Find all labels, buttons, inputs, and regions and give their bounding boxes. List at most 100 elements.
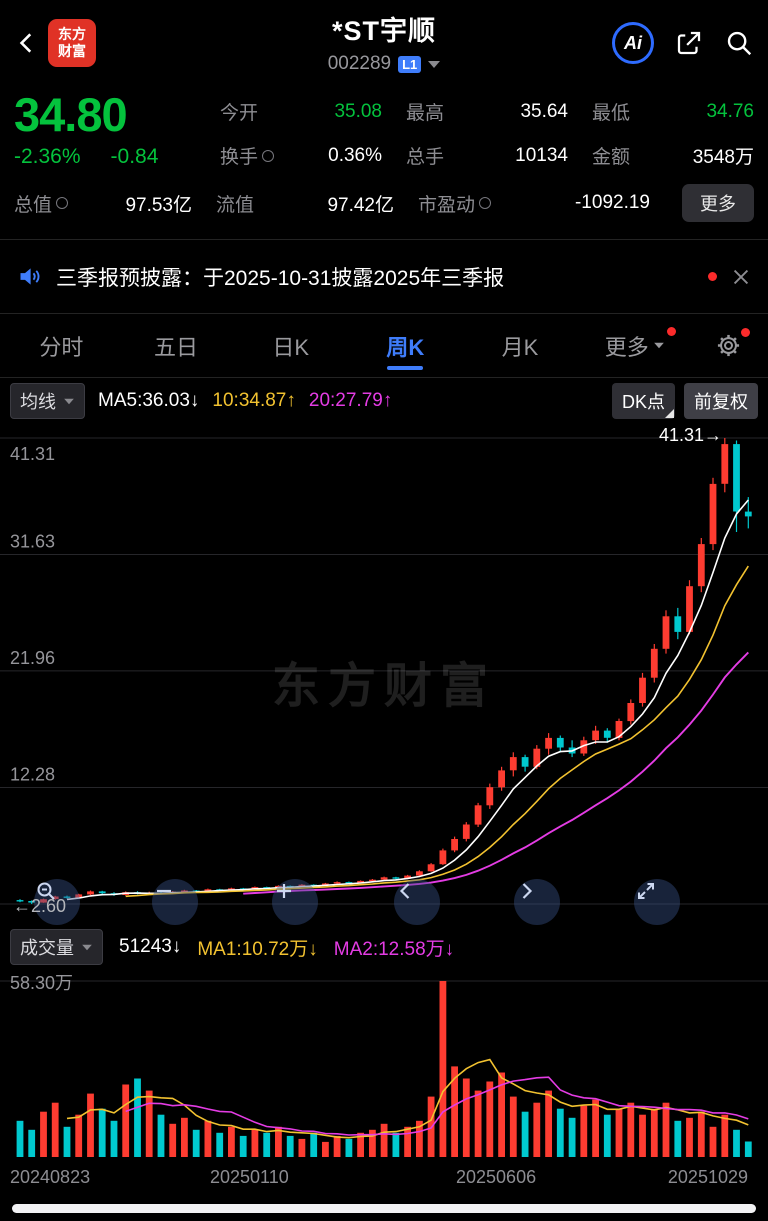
volume-chart-area[interactable]: 58.30万 (0, 965, 768, 1165)
chevron-right-icon (522, 883, 533, 899)
expand-icon (638, 883, 654, 899)
chevron-left-icon (19, 33, 32, 53)
volume-header: 成交量 51243↓ MA1:10.72万↓ MA2:12.58万↓ (0, 929, 768, 965)
notification-dot (667, 327, 677, 336)
stock-title: *ST宇顺 (331, 16, 436, 46)
fullscreen-button[interactable] (634, 879, 680, 925)
quote-field-turnover: 换手 0.36% (220, 144, 382, 169)
svg-text:31.63: 31.63 (10, 532, 55, 552)
quote-field-amount: 金额 3548万 (592, 147, 754, 168)
info-icon[interactable] (56, 197, 69, 209)
gear-icon (717, 334, 739, 357)
speaker-icon (20, 268, 40, 285)
adjust-mode-button[interactable]: 前复权 (684, 383, 758, 419)
low-price-marker: ←2.60 (13, 896, 67, 916)
quote-grid: 今开 35.08 最高 35.64 最低 34.76 换手 0.36% 总手 (210, 88, 754, 169)
pan-right-button[interactable] (514, 879, 560, 925)
info-icon[interactable] (479, 197, 492, 209)
close-button[interactable] (730, 266, 752, 288)
volume-ma1: MA1:10.72万↓ (197, 938, 318, 960)
news-bar[interactable]: 三季报预披露：于2025-10-31披露2025年三季报 (0, 240, 768, 314)
quote-field-floatcap: 流值 97.42亿 (216, 194, 394, 216)
zoom-out-button[interactable] (34, 879, 80, 925)
quote-panel: 34.80 -2.36% -0.84 今开 35.08 最高 35.64 最低 … (0, 86, 768, 240)
tab-minute[interactable]: 分时 (39, 334, 84, 360)
tab-monthly-k[interactable]: 月K (501, 334, 539, 360)
level-badge: L1 (398, 55, 422, 73)
period-tabs: 分时 五日 日K 周K 月K 更多 (0, 314, 768, 378)
current-price: 34.80 (14, 88, 128, 141)
volume-current: 51243↓ (119, 936, 182, 957)
chart-settings-button[interactable] (692, 314, 764, 377)
chevron-down-icon (653, 342, 664, 349)
share-button[interactable] (674, 28, 704, 58)
x-label: 20250606 (456, 1167, 537, 1187)
minus-icon (157, 889, 171, 893)
search-button[interactable] (724, 28, 754, 58)
stock-code-row[interactable]: 002289 L1 (224, 53, 544, 75)
app-logo[interactable]: 东方 财富 (48, 19, 96, 67)
shrink-button[interactable] (152, 879, 198, 925)
pan-left-button[interactable] (394, 879, 440, 925)
more-button[interactable]: 更多 (682, 184, 754, 222)
info-icon[interactable] (262, 149, 275, 162)
svg-text:12.28: 12.28 (10, 765, 55, 785)
svg-text:21.96: 21.96 (10, 648, 55, 668)
header-actions: Ai (612, 22, 754, 64)
quote-field-pe: 市盈动 -1092.19 (418, 192, 650, 216)
quote-row-extra: 总值 97.53亿 流值 97.42亿 市盈动 -1092.19 更多 (14, 184, 754, 222)
ma20-value: 20:27.79↑ (308, 390, 393, 411)
chevron-down-icon (428, 60, 441, 68)
tab-5day[interactable]: 五日 (154, 334, 199, 360)
chevron-down-icon (82, 944, 92, 950)
notification-dot (741, 328, 751, 337)
header: 东方 财富 *ST宇顺 002289 L1 Ai (0, 0, 768, 86)
bottom-bar (0, 1195, 768, 1221)
ma5-value: MA5:36.03↓ (98, 390, 200, 411)
svg-text:41.31: 41.31 (10, 444, 55, 464)
quote-field-open: 今开 35.08 (220, 100, 382, 125)
dk-point-button[interactable]: DK点 (611, 383, 675, 419)
price-block: 34.80 -2.36% -0.84 (14, 88, 210, 169)
volume-chart[interactable] (0, 965, 768, 1165)
home-indicator[interactable] (12, 1203, 756, 1213)
title-block: *ST宇顺 002289 L1 (224, 9, 544, 75)
high-price-marker: 41.31→ (658, 425, 722, 445)
chevron-left-icon (399, 883, 410, 899)
chevron-down-icon (64, 398, 74, 404)
x-label: 20251029 (667, 1167, 748, 1187)
tab-daily-k[interactable]: 日K (272, 334, 310, 360)
logo-line2: 财富 (58, 43, 86, 59)
change-amount: -0.84 (110, 145, 159, 168)
ma10-value: 10:34.87↑ (212, 390, 296, 411)
kline-chart[interactable]: 41.31 31.63 21.96 12.28 (0, 424, 768, 929)
x-label: 20240823 (10, 1167, 91, 1187)
ai-assistant-button[interactable]: Ai (612, 22, 654, 64)
magnifier-minus-icon (37, 882, 55, 900)
kline-chart-area[interactable]: 41.31 31.63 21.96 12.28 东方财富 41.31→ ←2.60 (0, 424, 768, 929)
change-percent: -2.36% (14, 145, 81, 168)
ma-selector[interactable]: 均线 (10, 383, 85, 419)
watermark: 东方财富 (271, 660, 497, 714)
back-button[interactable] (14, 23, 44, 63)
logo-line1: 东方 (58, 26, 86, 42)
close-icon (733, 269, 749, 284)
plus-icon (277, 884, 291, 898)
tab-more[interactable]: 更多 (577, 314, 692, 377)
volume-selector[interactable]: 成交量 (10, 929, 103, 965)
volume-max-label: 58.30万 (10, 973, 74, 993)
quote-field-volume: 总手 10134 (406, 144, 568, 169)
enlarge-button[interactable] (272, 879, 318, 925)
x-axis-labels: 20240823 20250110 20250606 20251029 (0, 1165, 768, 1195)
volume-ma2: MA2:12.58万↓ (333, 938, 455, 960)
ai-label: Ai (624, 32, 642, 53)
stock-code: 002289 (327, 53, 392, 74)
quote-field-high: 最高 35.64 (406, 100, 568, 125)
search-icon (727, 31, 752, 56)
quote-field-marketcap: 总值 97.53亿 (14, 194, 192, 216)
indicator-bar: 均线 MA5:36.03↓ 10:34.87↑ 20:27.79↑ DK点 前复… (0, 378, 768, 424)
quote-field-low: 最低 34.76 (592, 100, 754, 125)
share-icon (677, 31, 701, 55)
tab-weekly-k[interactable]: 周K (348, 314, 463, 377)
